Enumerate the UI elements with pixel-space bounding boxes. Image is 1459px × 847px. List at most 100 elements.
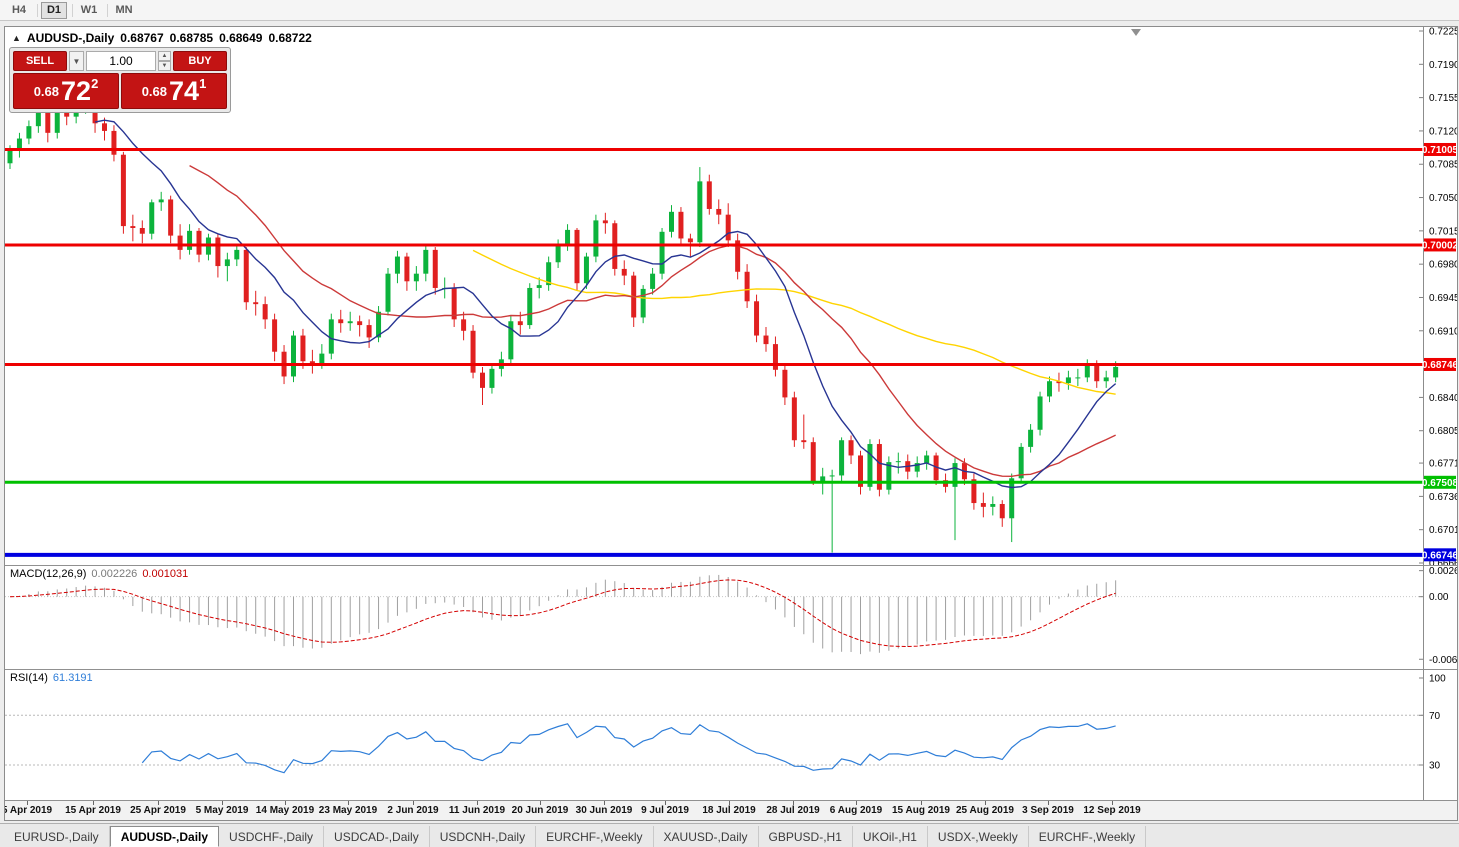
chart-tab-usdcad-daily[interactable]: USDCAD-,Daily: [324, 826, 430, 847]
chart-tab-xauusd-daily[interactable]: XAUUSD-,Daily: [654, 826, 759, 847]
time-tick: [604, 801, 605, 805]
timeframe-toolbar: H4 D1 W1 MN: [0, 0, 1459, 21]
chart-tab-usdx-weekly[interactable]: USDX-,Weekly: [928, 826, 1029, 847]
rsi-label: RSI(14) 61.3191: [10, 672, 93, 684]
svg-text:0.70002: 0.70002: [1422, 240, 1457, 251]
time-label: 25 Apr 2019: [130, 805, 186, 816]
time-tick: [285, 801, 286, 805]
collapse-one-click-icon[interactable]: ▲: [12, 33, 21, 43]
macd-indicator-panel[interactable]: 0.00263 0.00 -0.00632: [5, 565, 1457, 669]
chart-tab-gbpusd-h1[interactable]: GBPUSD-,H1: [759, 826, 853, 847]
time-tick: [540, 801, 541, 805]
time-label: 30 Jun 2019: [575, 805, 633, 816]
timeframe-button-h4[interactable]: H4: [11, 4, 27, 16]
toolbar-separator: [37, 3, 38, 17]
time-tick: [413, 801, 414, 805]
ohlc-open: 0.68767: [120, 31, 164, 45]
time-label: 28 Jul 2019: [766, 805, 820, 816]
ask-prefix: 0.68: [141, 83, 168, 99]
svg-text:-0.00632: -0.00632: [1429, 655, 1457, 666]
rsi-value: 61.3191: [52, 672, 93, 684]
timeframe-button-mn[interactable]: MN: [115, 4, 133, 16]
volume-stepper: ▲ ▼: [158, 51, 171, 71]
volume-input[interactable]: [86, 51, 156, 71]
chart-tab-eurchf-weekly[interactable]: EURCHF-,Weekly: [1029, 826, 1147, 847]
time-tick: [158, 801, 159, 805]
svg-text:0.00263: 0.00263: [1429, 566, 1457, 577]
time-label: 18 Jul 2019: [702, 805, 756, 816]
one-click-trading-widget: SELL ▼ ▲ ▼ BUY 0.68 72 2 0.68 74 1: [9, 47, 231, 113]
buy-button[interactable]: BUY: [173, 51, 227, 71]
chart-tab-eurusd-daily[interactable]: EURUSD-,Daily: [4, 826, 110, 847]
rsi-indicator-panel[interactable]: 100 70 30: [5, 669, 1457, 800]
volume-down-icon[interactable]: ▼: [158, 61, 171, 71]
time-label: 23 May 2019: [318, 805, 378, 816]
svg-text:0.67508: 0.67508: [1422, 478, 1457, 489]
toolbar-separator: [72, 3, 73, 17]
time-tick: [1048, 801, 1049, 805]
bid-pip-fraction: 2: [91, 75, 99, 91]
volume-dropdown-icon[interactable]: ▼: [69, 51, 84, 71]
time-tick: [222, 801, 223, 805]
time-tick: [921, 801, 922, 805]
time-label: 11 Jun 2019: [448, 805, 506, 816]
time-label: 2 Jun 2019: [387, 805, 439, 816]
time-tick: [665, 801, 666, 805]
svg-text:0.71005: 0.71005: [1422, 145, 1457, 156]
time-label: 5 Apr 2019: [5, 805, 53, 816]
time-label: 5 May 2019: [195, 805, 249, 816]
time-axis[interactable]: 5 Apr 2019 15 Apr 2019 25 Apr 2019 5 May 20…: [5, 800, 1457, 820]
chart-tab-usdcnh-daily[interactable]: USDCNH-,Daily: [430, 826, 537, 847]
ask-pip-fraction: 1: [199, 75, 207, 91]
time-tick: [93, 801, 94, 805]
chart-tab-audusd-daily[interactable]: AUDUSD-,Daily: [109, 826, 220, 847]
time-tick: [1112, 801, 1113, 805]
time-label: 6 Aug 2019: [829, 805, 883, 816]
time-label: 15 Aug 2019: [892, 805, 950, 816]
timeframe-button-d1[interactable]: D1: [41, 1, 67, 19]
macd-label: MACD(12,26,9) 0.002226 0.001031: [10, 568, 189, 580]
time-tick: [985, 801, 986, 805]
macd-signal-value: 0.001031: [142, 568, 189, 580]
chart-tab-ukoil-h1[interactable]: UKOil-,H1: [853, 826, 928, 847]
sell-price-button[interactable]: 0.68 72 2: [13, 73, 119, 109]
time-tick: [729, 801, 730, 805]
volume-up-icon[interactable]: ▲: [158, 51, 171, 61]
ohlc-high: 0.68785: [169, 31, 214, 45]
chart-tab-usdchf-daily[interactable]: USDCHF-,Daily: [219, 826, 325, 847]
time-tick: [27, 801, 28, 805]
ask-big-digits: 74: [169, 75, 200, 106]
time-tick: [856, 801, 857, 805]
svg-text:0.68746: 0.68746: [1422, 360, 1457, 371]
buy-price-button[interactable]: 0.68 74 1: [121, 73, 227, 109]
macd-main-value: 0.002226: [91, 568, 138, 580]
svg-text:70: 70: [1429, 711, 1441, 722]
bid-big-digits: 72: [61, 75, 92, 106]
bid-prefix: 0.68: [33, 83, 60, 99]
sell-button[interactable]: SELL: [13, 51, 67, 71]
time-tick: [477, 801, 478, 805]
time-label: 15 Apr 2019: [65, 805, 121, 816]
timeframe-button-w1[interactable]: W1: [80, 4, 98, 16]
time-label: 9 Jul 2019: [641, 805, 689, 816]
time-tick: [348, 801, 349, 805]
chart-tab-bar: EURUSD-,Daily AUDUSD-,Daily USDCHF-,Daily U…: [0, 823, 1459, 847]
chart-tab-eurchf-weekly[interactable]: EURCHF-,Weekly: [536, 826, 654, 847]
svg-text:100: 100: [1429, 674, 1446, 685]
